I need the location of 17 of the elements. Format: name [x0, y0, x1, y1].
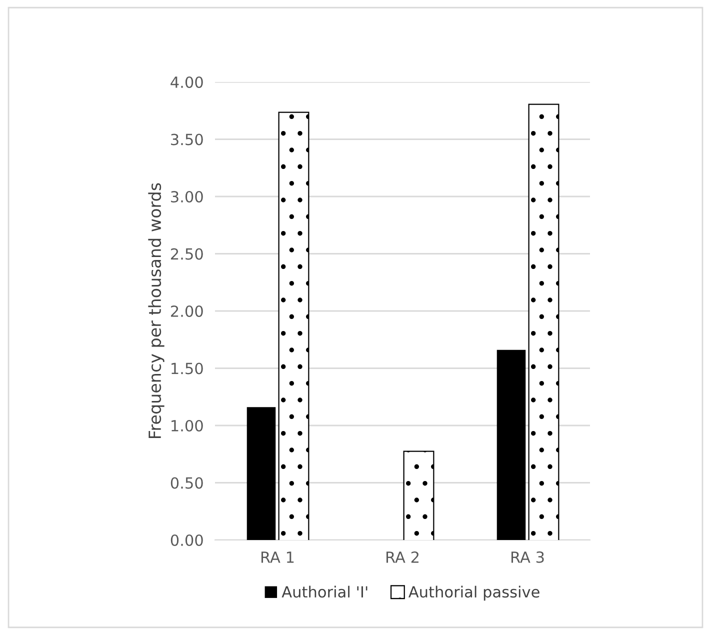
- bar: [496, 350, 526, 540]
- x-tick-label: RA 3: [511, 551, 544, 563]
- y-tick-label: 0.50: [170, 477, 203, 489]
- y-tick-label: 3.50: [171, 134, 203, 146]
- y-axis-title: Frequency per thousand words: [148, 183, 164, 438]
- legend-label: Authorial 'I': [282, 586, 368, 598]
- y-tick-label: 2.00: [170, 305, 203, 318]
- y-tick-label: 1.00: [172, 420, 203, 432]
- y-tick-label: 3.00: [171, 190, 203, 203]
- x-tick-label: RA 2: [386, 551, 418, 563]
- y-tick-label: 2.50: [170, 248, 203, 260]
- legend-label: Authorial passive: [408, 586, 540, 601]
- x-tick-label: RA 1: [261, 552, 294, 563]
- y-tick-label: 0.00: [170, 534, 203, 546]
- y-tick-label: 4.00: [170, 76, 203, 88]
- bar: [246, 407, 276, 540]
- y-tick-label: 1.50: [172, 362, 203, 374]
